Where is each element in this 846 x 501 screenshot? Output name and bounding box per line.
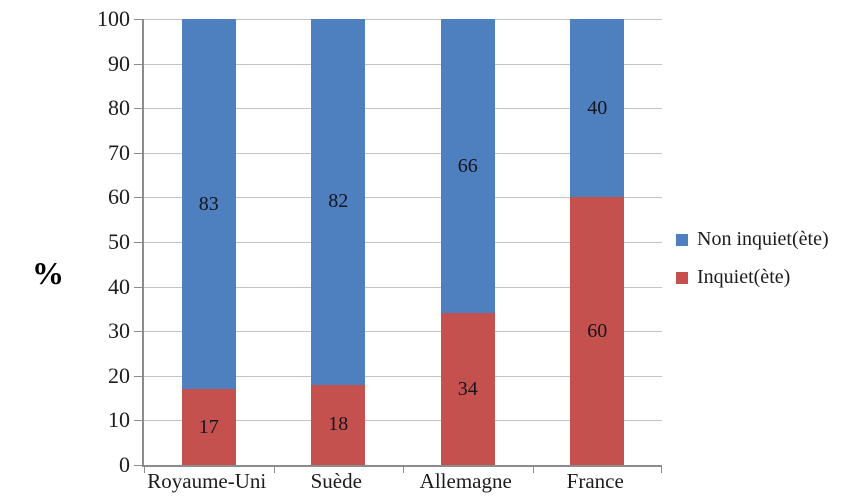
gridline bbox=[144, 152, 662, 154]
bar-value-label: 82 bbox=[328, 190, 349, 213]
gridline bbox=[144, 19, 662, 20]
gridline bbox=[144, 331, 662, 333]
bar-allemagne: 34 66 bbox=[440, 19, 495, 465]
bar-segment: 66 bbox=[440, 19, 495, 314]
y-axis-tick bbox=[134, 375, 144, 377]
bar-value-label: 18 bbox=[328, 413, 349, 436]
x-axis-tick bbox=[532, 465, 534, 473]
y-axis-tick bbox=[134, 420, 144, 422]
category-label: Suède bbox=[310, 469, 362, 493]
bar-value-label: 40 bbox=[587, 96, 608, 119]
plot-area: 17 83 18 82 34 66 60 40 bbox=[134, 19, 662, 473]
y-axis-tick-label: 50 bbox=[108, 229, 130, 254]
y-axis-tick-label: 40 bbox=[108, 273, 130, 299]
bar-segment: 18 bbox=[311, 384, 366, 465]
y-axis-unit-label: % bbox=[32, 255, 64, 291]
legend: Non inquiet(ète) Inquiet(ète) bbox=[676, 228, 829, 304]
bar-segment: 60 bbox=[570, 197, 625, 465]
y-axis-tick bbox=[134, 465, 144, 466]
bar-royaume-uni: 17 83 bbox=[181, 19, 236, 465]
bar-france: 60 40 bbox=[570, 19, 625, 465]
x-axis-tick bbox=[403, 465, 404, 473]
legend-swatch-icon bbox=[676, 233, 688, 246]
y-axis-tick bbox=[134, 152, 144, 154]
y-axis-tick-label: 20 bbox=[108, 362, 130, 388]
bar-segment: 82 bbox=[311, 19, 366, 385]
y-axis-tick bbox=[134, 331, 144, 333]
y-axis-tick-label: 60 bbox=[108, 184, 130, 210]
bar-su-de: 18 82 bbox=[311, 19, 366, 465]
bar-segment: 40 bbox=[570, 19, 625, 198]
y-axis-tick bbox=[134, 197, 144, 199]
category-label: France bbox=[566, 469, 624, 493]
x-axis-tick bbox=[273, 465, 275, 473]
bar-value-label: 17 bbox=[198, 415, 219, 438]
legend-item: Non inquiet(ète) bbox=[676, 228, 829, 251]
y-axis-tick-label: 80 bbox=[108, 95, 130, 121]
gridline bbox=[144, 108, 662, 110]
bar-segment: 83 bbox=[181, 19, 236, 390]
category-label: Royaume-Uni bbox=[147, 469, 267, 493]
legend-label: Inquiet(ète) bbox=[697, 266, 791, 288]
y-axis-tick bbox=[134, 19, 144, 20]
bar-value-label: 83 bbox=[198, 192, 219, 215]
gridline bbox=[144, 242, 662, 243]
bar-value-label: 60 bbox=[587, 319, 608, 342]
y-axis-tick-label: 70 bbox=[108, 139, 130, 165]
gridline bbox=[144, 286, 662, 288]
y-axis-tick bbox=[134, 108, 144, 110]
bar-segment: 17 bbox=[181, 389, 236, 465]
category-label: Allemagne bbox=[419, 469, 512, 493]
y-axis-tick bbox=[134, 242, 144, 243]
bar-value-label: 34 bbox=[457, 377, 478, 400]
y-axis-tick-label: 100 bbox=[97, 6, 130, 31]
x-axis-tick bbox=[661, 465, 662, 473]
y-axis-tick bbox=[134, 286, 144, 288]
y-axis-tick-label: 0 bbox=[119, 452, 130, 477]
y-axis-tick-label: 30 bbox=[108, 318, 130, 344]
gridline bbox=[144, 197, 662, 199]
bar-value-label: 66 bbox=[457, 154, 478, 177]
legend-swatch-icon bbox=[676, 271, 688, 284]
legend-item: Inquiet(ète) bbox=[676, 266, 829, 289]
bar-segment: 34 bbox=[440, 313, 495, 465]
gridline bbox=[144, 375, 662, 377]
gridline bbox=[144, 63, 662, 65]
y-axis-tick-label: 10 bbox=[108, 407, 130, 433]
legend-label: Non inquiet(ète) bbox=[697, 228, 829, 250]
y-axis-tick-label: 90 bbox=[108, 50, 130, 76]
y-axis-tick bbox=[134, 63, 144, 65]
gridline bbox=[144, 420, 662, 422]
x-axis-tick bbox=[144, 465, 145, 473]
